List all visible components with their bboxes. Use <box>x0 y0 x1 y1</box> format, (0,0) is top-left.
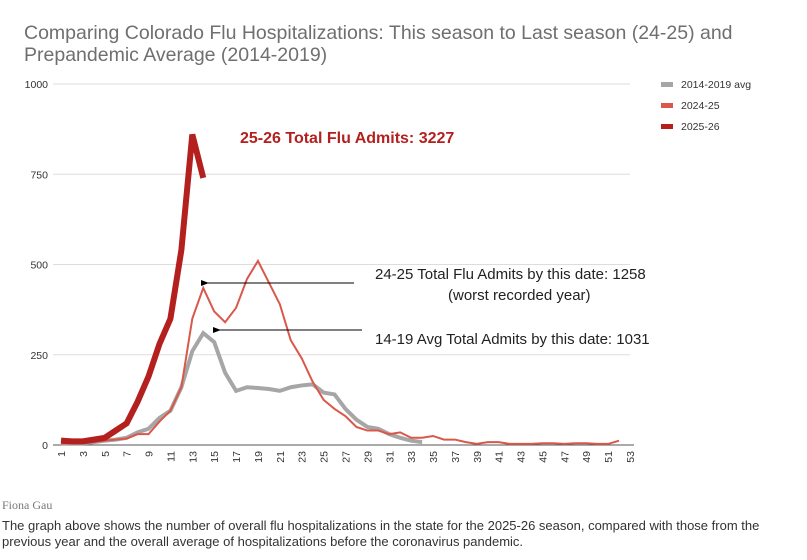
x-tick-label: 43 <box>516 451 528 463</box>
x-tick-label: 7 <box>122 451 134 457</box>
x-tick-label: 11 <box>165 451 177 462</box>
legend-label: 2014-2019 avg <box>681 79 751 91</box>
y-tick-label: 1000 <box>25 79 49 91</box>
x-tick-label: 1 <box>56 451 68 457</box>
x-tick-label: 39 <box>472 451 484 463</box>
x-tick-label: 37 <box>450 451 462 463</box>
x-tick-label: 13 <box>187 451 199 463</box>
chart-title: Comparing Colorado Flu Hospitalizations:… <box>24 22 733 66</box>
legend-swatch <box>661 103 673 108</box>
y-tick-label: 0 <box>42 440 48 452</box>
x-tick-label: 27 <box>341 451 353 463</box>
series-line-2014-2019 avg <box>61 330 423 446</box>
y-tick-label: 250 <box>30 350 48 362</box>
legend-label: 2025-26 <box>681 121 720 133</box>
x-tick-label: 23 <box>297 451 309 463</box>
x-tick-label: 51 <box>603 451 615 463</box>
legend-swatch <box>661 82 673 87</box>
series-line-2024-25 <box>61 258 620 445</box>
x-tick-label: 29 <box>362 451 374 463</box>
series-line-2025-26 <box>60 133 207 445</box>
x-tick-label: 45 <box>537 451 549 463</box>
x-tick-label: 47 <box>559 451 571 463</box>
x-tick-label: 33 <box>406 451 418 463</box>
annotation-2024-25-note: (worst recorded year) <box>448 287 591 304</box>
legend-swatch <box>661 124 673 129</box>
x-tick-label: 5 <box>100 451 112 457</box>
x-tick-label: 19 <box>253 451 265 463</box>
x-tick-label: 49 <box>581 451 593 463</box>
legend-label: 2024-25 <box>681 100 720 112</box>
annotation-2024-25: 24-25 Total Flu Admits by this date: 125… <box>375 266 646 283</box>
x-tick-label: 3 <box>78 451 90 457</box>
x-tick-label: 21 <box>275 451 287 463</box>
photo-credit: Fiona Gau <box>2 498 53 512</box>
x-tick-label: 35 <box>428 451 440 463</box>
annotation-avg: 14-19 Avg Total Admits by this date: 103… <box>375 331 650 348</box>
x-tick-label: 17 <box>231 451 243 463</box>
caption: The graph above shows the number of over… <box>2 518 760 549</box>
y-tick-label: 500 <box>30 260 48 272</box>
x-tick-label: 15 <box>209 451 221 463</box>
x-tick-label: 25 <box>319 451 331 463</box>
x-tick-label: 41 <box>494 451 506 463</box>
annotation-2025-26: 25-26 Total Flu Admits: 3227 <box>240 130 454 147</box>
x-tick-label: 31 <box>384 451 396 463</box>
x-tick-label: 53 <box>625 451 637 463</box>
x-tick-label: 9 <box>144 451 156 457</box>
y-tick-label: 750 <box>30 169 48 181</box>
